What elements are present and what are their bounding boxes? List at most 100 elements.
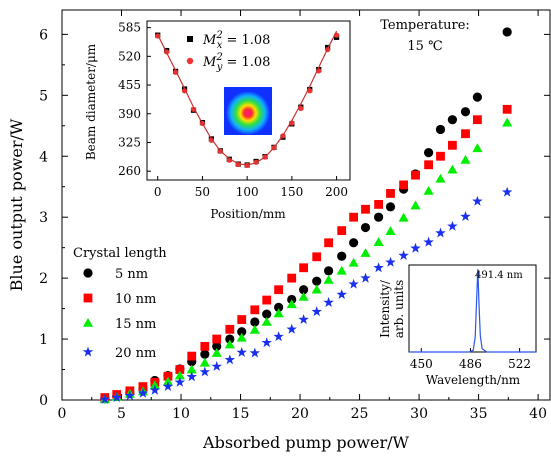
y-tick-label: 0 xyxy=(39,393,48,409)
legend-entry-10nm: 10 nm xyxy=(83,292,156,307)
inset-beam-ticks: 0 50 100 150 200 260 325 390 455 520 585 xyxy=(118,21,348,199)
data-point xyxy=(211,348,222,357)
data-point xyxy=(461,129,470,139)
data-point xyxy=(373,262,384,273)
legend-label-20nm: 20 nm xyxy=(115,346,156,361)
main-data-series xyxy=(99,27,513,404)
inset-x-tick-label: 0 xyxy=(154,185,162,199)
data-point xyxy=(460,154,471,164)
inset-beam-plot: 0 50 100 150 200 260 325 390 455 520 585 Position/… xyxy=(84,17,351,221)
data-point xyxy=(225,334,235,344)
y-tick-label: 4 xyxy=(39,149,48,165)
data-point xyxy=(423,185,434,195)
main-y-axis-label: Blue output power/W xyxy=(7,118,26,291)
data-point xyxy=(287,273,297,283)
data-point xyxy=(312,276,322,286)
data-point xyxy=(447,164,458,174)
data-point xyxy=(324,238,334,248)
data-point xyxy=(410,200,421,210)
data-point xyxy=(502,27,512,37)
data-point xyxy=(398,212,409,222)
inset-x-tick-label: 200 xyxy=(325,185,348,199)
spectrum-x-tick-label: 522 xyxy=(508,357,531,371)
data-point xyxy=(447,115,457,125)
x-tick-label: 35 xyxy=(470,406,488,422)
data-point xyxy=(149,380,160,390)
inset-x-tick-label: 50 xyxy=(195,185,210,199)
inset-y-tick-label: 390 xyxy=(118,107,141,121)
data-point xyxy=(262,309,272,319)
inset-spectrum-axes-frame xyxy=(408,264,537,353)
legend-label-5nm: 5 nm xyxy=(115,267,148,282)
x-tick-label: 20 xyxy=(291,406,309,422)
data-point xyxy=(337,251,347,261)
series-5nm xyxy=(100,27,512,404)
x-tick-label: 40 xyxy=(529,406,547,422)
data-point xyxy=(435,124,446,135)
data-point xyxy=(348,257,359,267)
data-point xyxy=(286,299,297,309)
data-point xyxy=(336,265,347,275)
y-tick-label: 1 xyxy=(39,332,48,348)
data-point xyxy=(250,305,260,315)
main-x-axis-label: Absorbed pump power/W xyxy=(202,433,409,452)
fit-curve xyxy=(157,30,338,166)
inset-series-fit xyxy=(157,30,338,166)
legend-label-15nm: 15 nm xyxy=(115,317,156,332)
legend-title: Crystal length xyxy=(73,246,167,261)
data-point xyxy=(124,390,136,401)
data-point xyxy=(211,360,222,371)
legend-label-10nm: 10 nm xyxy=(115,292,156,307)
x-tick-label: 5 xyxy=(117,406,126,422)
data-point xyxy=(472,143,483,153)
data-point xyxy=(336,289,347,300)
inset-beam-x-label: Position/mm xyxy=(210,207,286,221)
data-point xyxy=(460,211,471,222)
legend-entry-20nm: 20 nm xyxy=(82,346,156,361)
inset-beam-background xyxy=(146,17,218,22)
data-point xyxy=(236,346,247,357)
inset-spectrum-series xyxy=(409,269,536,353)
data-point xyxy=(111,392,122,403)
data-point xyxy=(374,199,384,209)
data-point xyxy=(385,226,396,235)
data-point xyxy=(299,263,309,273)
inset-y-tick-label: 260 xyxy=(118,164,141,178)
x-tick-label: 15 xyxy=(232,406,250,422)
data-point xyxy=(224,339,235,349)
data-point xyxy=(360,222,371,233)
data-point xyxy=(501,186,513,197)
data-point xyxy=(274,285,284,295)
data-point xyxy=(250,317,260,327)
data-point xyxy=(273,308,284,318)
temperature-annotation-line1: Temperature: xyxy=(380,18,470,33)
data-point xyxy=(273,331,284,342)
data-point xyxy=(174,370,185,380)
inset-beam-frame xyxy=(146,22,218,27)
y-tick-label: 3 xyxy=(39,210,48,226)
data-point xyxy=(199,366,211,377)
legend-marker-square xyxy=(83,293,93,303)
main-legend: Crystal length 5 nm 10 nm 15 nm 20 nm xyxy=(73,246,167,361)
data-point xyxy=(249,347,261,358)
data-point xyxy=(435,173,446,183)
data-point xyxy=(224,354,236,365)
data-point xyxy=(472,195,483,206)
data-point xyxy=(163,371,173,381)
data-point xyxy=(162,381,174,392)
legend-marker-symbol xyxy=(82,346,94,357)
data-point xyxy=(348,278,359,289)
data-point xyxy=(187,351,197,361)
legend-label-mx: M2 x = 1.08 xyxy=(202,30,270,51)
legend-marker-star xyxy=(82,346,94,357)
inset-beam-y-label: Beam diameter/μm xyxy=(84,43,98,160)
main-plot: 0 5 10 15 20 25 30 35 40 0 1 2 3 4 5 6 Absorbed pump po… xyxy=(7,9,551,452)
data-point xyxy=(299,285,309,295)
data-point xyxy=(374,212,384,222)
inset-spectrum-plot: 450 486 522 491.4 nm Wavelength/nm Intensi… xyxy=(378,264,537,387)
data-point xyxy=(298,291,309,301)
data-point xyxy=(323,297,334,307)
data-point xyxy=(472,115,482,125)
data-point xyxy=(274,302,284,312)
